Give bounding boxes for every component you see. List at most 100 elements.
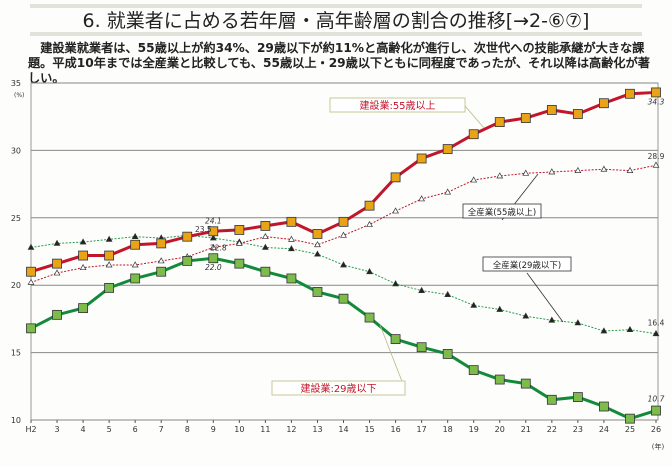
data-point (574, 166, 582, 173)
data-point (53, 239, 61, 246)
x-tick-label: 7 (159, 425, 164, 434)
data-point (600, 327, 608, 334)
legend-label: 建設業:29歳以下 (300, 382, 376, 395)
data-point (208, 226, 219, 237)
x-tick-label: 4 (81, 425, 86, 434)
data-point (442, 144, 453, 154)
data-point (418, 286, 426, 293)
data-point (520, 113, 531, 123)
data-point (626, 166, 634, 173)
data-point (312, 287, 323, 297)
data-point (546, 105, 557, 115)
data-point (260, 266, 271, 277)
data-point (651, 405, 661, 416)
data-point (444, 290, 452, 297)
data-point (364, 312, 375, 323)
data-point (79, 238, 87, 245)
y-axis-unit: (%) (14, 92, 24, 99)
data-label: 23.5 (195, 225, 212, 234)
data-point (522, 169, 530, 176)
legend-box (329, 97, 466, 113)
x-tick-label: 12 (286, 425, 296, 434)
data-point (364, 200, 375, 211)
data-point (625, 88, 635, 99)
data-point (390, 172, 401, 183)
data-point (468, 129, 479, 140)
legend-label: 建設業:55歳以上 (359, 99, 435, 112)
data-point (78, 303, 88, 314)
legend-leader (526, 272, 564, 323)
data-point (261, 243, 269, 250)
x-tick-label: 14 (338, 425, 348, 434)
data-point (520, 378, 531, 389)
x-tick-label: 3 (54, 425, 59, 434)
x-tick-label: 17 (417, 425, 427, 434)
data-point (52, 309, 62, 320)
x-tick-label: 26 (651, 425, 661, 434)
data-point (392, 207, 399, 214)
data-point (78, 250, 88, 261)
x-tick-label: 13 (312, 425, 322, 434)
x-tick-label: 16 (390, 425, 400, 434)
data-point (494, 374, 505, 385)
data-point (444, 188, 452, 195)
x-tick-label: H2 (25, 425, 36, 434)
data-point (470, 301, 478, 308)
x-tick-label: 25 (625, 425, 635, 434)
data-point (131, 261, 139, 268)
data-point (27, 278, 35, 285)
legend-box (482, 256, 572, 272)
data-point (392, 280, 399, 287)
data-point (79, 263, 87, 271)
data-point (599, 98, 609, 109)
data-point (52, 258, 62, 269)
data-point (338, 216, 349, 227)
data-point (131, 232, 139, 240)
data-point (130, 273, 141, 284)
data-point (546, 394, 557, 405)
data-point (390, 334, 401, 345)
data-point (548, 316, 556, 323)
legend-label: 全産業(55歳以上) (468, 207, 536, 218)
data-point (234, 225, 245, 235)
data-point (625, 413, 635, 424)
data-point (572, 392, 583, 402)
data-point (104, 250, 115, 261)
y-tick-label: 30 (11, 146, 21, 155)
x-tick-label: 24 (599, 425, 609, 434)
data-point (105, 261, 113, 268)
data-point (208, 253, 219, 264)
data-point (156, 238, 167, 249)
data-label: 10.7 (648, 395, 665, 404)
data-point (53, 269, 61, 276)
description: 建設業就業者は、55歳以上が約34%、29歳以下が約11%と高齢化が進行し、次世… (28, 41, 650, 85)
legend-box (462, 203, 542, 219)
data-point (416, 342, 427, 353)
data-point (312, 229, 323, 239)
x-tick-label: 21 (521, 425, 531, 434)
data-point (496, 172, 504, 179)
data-point (234, 258, 245, 269)
data-point (651, 87, 661, 98)
data-point (182, 256, 193, 266)
data-point (314, 250, 321, 257)
x-tick-label: 11 (260, 425, 270, 434)
data-point (286, 273, 297, 284)
data-point (235, 239, 243, 246)
data-point (470, 176, 478, 183)
data-point (366, 268, 373, 275)
x-tick-label: 20 (495, 425, 505, 434)
data-point (209, 243, 217, 250)
data-point (314, 241, 321, 248)
data-point (416, 153, 427, 164)
x-tick-label: 8 (185, 425, 190, 434)
data-point (366, 220, 373, 227)
data-point (522, 312, 530, 319)
legend-leader (379, 324, 406, 390)
legend-leader (464, 105, 485, 129)
y-tick-label: 35 (11, 79, 21, 88)
data-point (156, 266, 167, 277)
data-label: 24.1 (205, 216, 222, 225)
y-tick-label: 20 (11, 281, 21, 290)
